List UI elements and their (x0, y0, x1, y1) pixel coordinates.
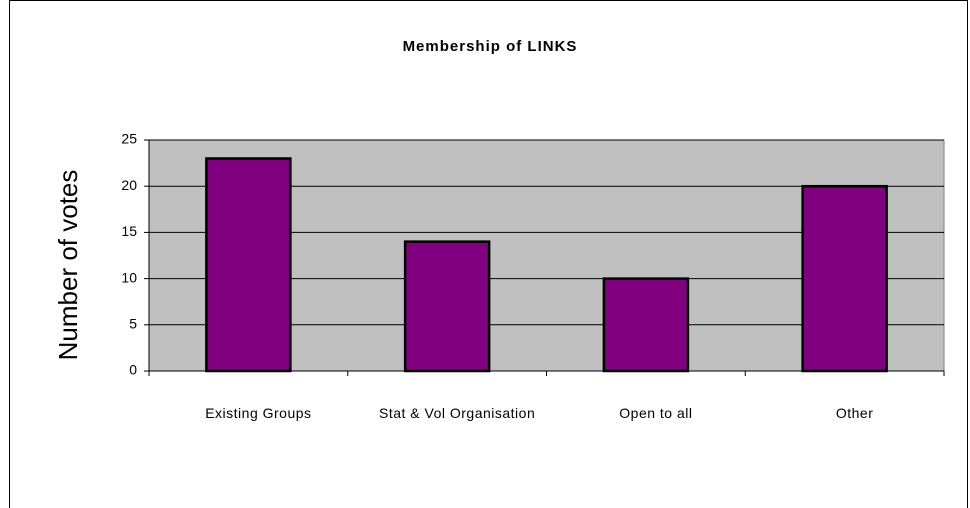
y-tick-label: 20 (121, 177, 137, 193)
y-tick-label: 15 (121, 223, 137, 239)
x-tick-label: Open to all (619, 405, 693, 421)
x-tick-label: Stat & Vol Organisation (378, 405, 536, 421)
y-axis-label: Number of votes (53, 170, 83, 361)
y-tick-label: 25 (121, 131, 137, 147)
bar (801, 184, 888, 373)
x-tick-label: Existing Groups (205, 405, 312, 421)
bar (403, 240, 491, 373)
chart-title: Membership of LINKS (403, 38, 578, 55)
bar (205, 157, 292, 373)
y-tick-label: 10 (121, 269, 137, 285)
y-tick-label: 0 (129, 362, 137, 378)
x-tick-label: Other (835, 405, 874, 421)
bar (602, 277, 690, 373)
y-tick-label: 5 (129, 316, 137, 332)
